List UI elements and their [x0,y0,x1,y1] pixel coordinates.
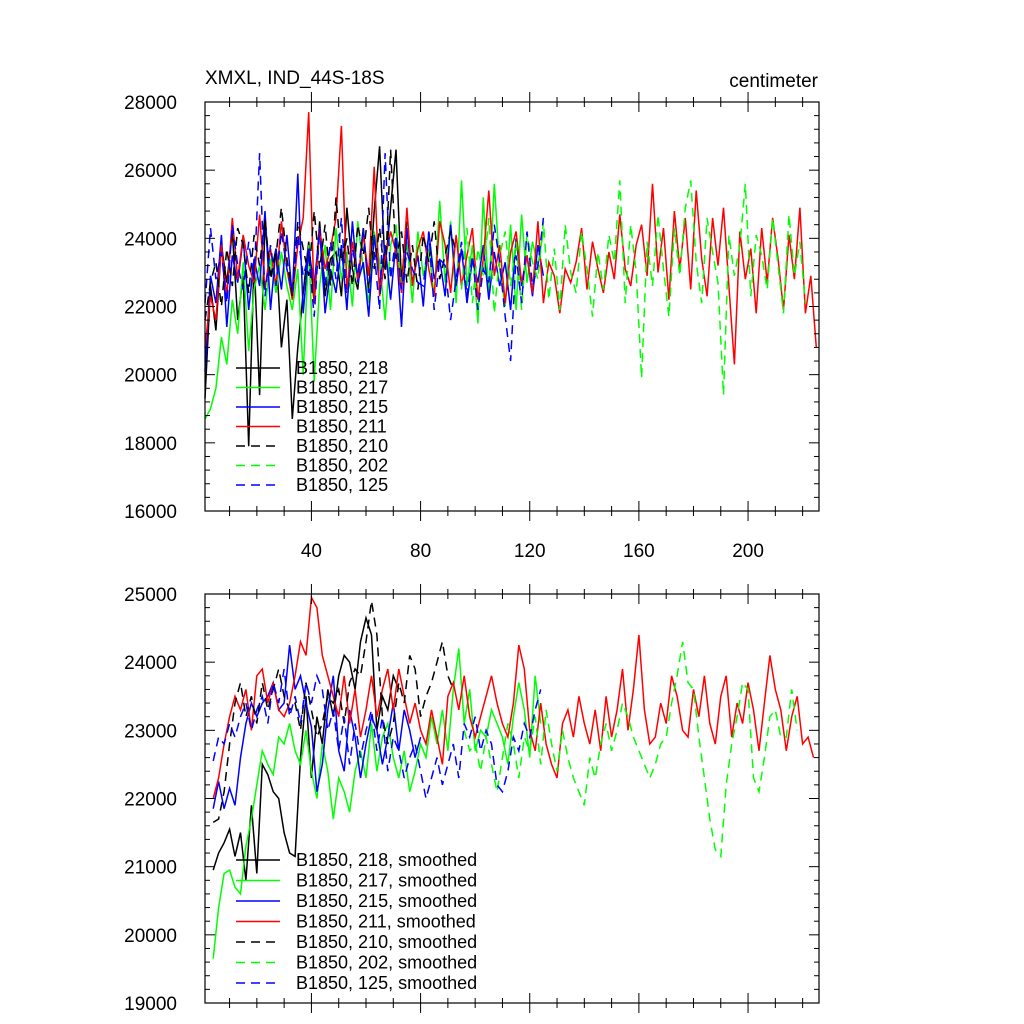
y-tick-label: 24000 [124,653,177,674]
y-tick-label: 25000 [124,585,177,606]
series-line-4 [204,112,818,365]
x-tick-label: 200 [732,541,764,562]
y-tick-label: 16000 [124,502,177,523]
legend-label: B1850, 202, smoothed [296,953,477,973]
y-tick-label: 24000 [124,229,177,250]
legend-label: B1850, 210 [296,436,388,456]
y-tick-label: 22000 [124,790,177,811]
legend-label: B1850, 125 [296,475,388,495]
legend-label: B1850, 218 [296,358,388,378]
legend-label: B1850, 211 [296,417,387,437]
y-tick-label: 23000 [124,721,177,742]
series-line-7 [204,153,545,362]
legend-label: B1850, 202 [296,456,388,476]
y-tick-label: 21000 [124,858,177,879]
legend-label: B1850, 211, smoothed [296,912,476,932]
x-tick-label: 40 [301,541,322,562]
top-line-chart: 16000 18000 20000 22000 24000 26000 28000 40 80 1… [124,92,820,562]
legend-label: B1850, 210, smoothed [296,932,477,952]
series-line-6 [460,180,807,396]
series-line-1 [212,615,400,881]
series-line-7 [212,668,542,799]
legend-label: B1850, 217 [296,378,388,398]
x-tick-label: 120 [514,541,546,562]
series-line-3 [212,645,422,809]
series-line-4 [212,594,815,799]
series-line-5 [212,600,454,824]
y-tick-label: 22000 [124,298,177,319]
series-line-6 [463,641,798,859]
bottom-line-chart: 19000 20000 21000 22000 23000 24000 25000 B1850… [124,584,820,1015]
legend-label: B1850, 125, smoothed [296,973,477,993]
legend-label: B1850, 215 [296,397,388,417]
y-tick-label: 19000 [124,994,177,1015]
legend-label: B1850, 217, smoothed [296,871,477,891]
y-tick-label: 28000 [124,93,177,114]
x-tick-label: 160 [623,541,655,562]
y-tick-label: 26000 [124,161,177,182]
legend-label: B1850, 218, smoothed [296,850,477,870]
x-tick-label: 80 [410,541,431,562]
series-line-3 [204,173,545,372]
legend-label: B1850, 215, smoothed [296,891,477,911]
y-tick-label: 18000 [124,434,177,455]
y-tick-label: 20000 [124,926,177,947]
top-chart-units: centimeter [729,71,818,92]
series-line-2 [204,180,545,420]
series-line-5 [204,149,457,321]
y-tick-label: 20000 [124,366,177,387]
top-chart-title: XMXL, IND_44S-18S [205,68,385,89]
